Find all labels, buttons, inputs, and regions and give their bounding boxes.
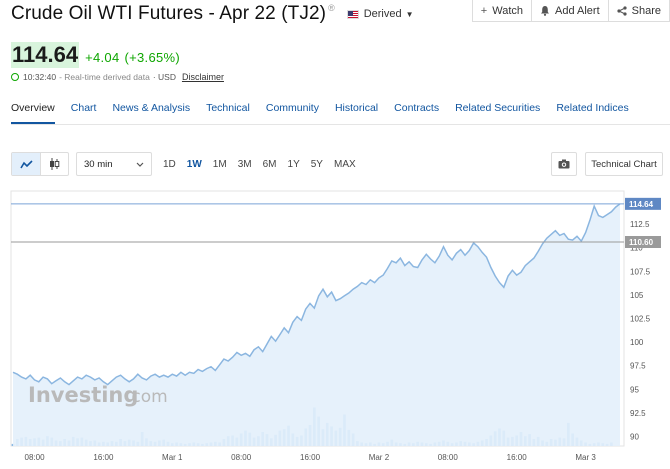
y-tick-label: 105 xyxy=(630,291,644,300)
price-change-percent: (+3.65%) xyxy=(124,50,180,65)
tab-related-indices[interactable]: Related Indices xyxy=(556,102,629,114)
chart-toolbar: 30 min 1D 1W 1M 3M 6M 1Y 5Y MAX Technica… xyxy=(11,152,670,176)
x-tick-label: Mar 3 xyxy=(575,453,596,462)
add-alert-label: Add Alert xyxy=(555,4,600,17)
x-tick-label: 08:00 xyxy=(231,453,252,462)
range-1d[interactable]: 1D xyxy=(163,158,176,170)
y-tick-label: 95 xyxy=(630,385,639,394)
active-tab-indicator xyxy=(11,122,55,124)
range-selector: 1D 1W 1M 3M 6M 1Y 5Y MAX xyxy=(163,159,367,170)
add-alert-button[interactable]: Add Alert xyxy=(532,0,609,22)
price-line xyxy=(12,203,621,386)
x-tick-label: 08:00 xyxy=(25,453,46,462)
y-tick-label: 107.5 xyxy=(630,267,651,276)
price-area xyxy=(13,203,620,446)
plus-icon: + xyxy=(480,4,488,17)
watermark-text: Investing xyxy=(28,383,138,407)
page-title: Crude Oil WTI Futures - Apr 22 (TJ2) xyxy=(11,3,327,24)
y-tick-label: 100 xyxy=(630,338,644,347)
chevron-down-icon xyxy=(136,162,144,167)
x-axis: 08:00 16:00 Mar 1 08:00 16:00 Mar 2 08:00 16:00… xyxy=(25,453,597,462)
range-3m[interactable]: 3M xyxy=(237,158,252,170)
top-actions: + Watch Add Alert Share xyxy=(471,0,670,22)
x-tick-label: 16:00 xyxy=(300,453,321,462)
x-tick-label: 16:00 xyxy=(507,453,528,462)
tab-historical[interactable]: Historical xyxy=(334,102,379,114)
tab-community[interactable]: Community xyxy=(265,102,319,114)
clock-icon xyxy=(11,73,19,81)
watch-label: Watch xyxy=(492,4,523,17)
watch-button[interactable]: + Watch xyxy=(471,0,532,22)
candlestick-chart-button[interactable] xyxy=(40,153,68,175)
watermark-suffix: .com xyxy=(126,387,168,407)
y-tick-label: 102.5 xyxy=(630,315,651,324)
range-1m[interactable]: 1M xyxy=(212,158,227,170)
share-label: Share xyxy=(631,4,661,17)
price-chart[interactable]: Investing .com 112.5 110 107.5 105 102.5 100 9… xyxy=(0,184,670,469)
investing-watermark: Investing .com xyxy=(28,383,168,407)
y-tick-label: 97.5 xyxy=(630,362,646,371)
tab-chart[interactable]: Chart xyxy=(70,102,97,114)
tab-overview[interactable]: Overview xyxy=(11,102,55,114)
title-row: Crude Oil WTI Futures - Apr 22 (TJ2) ® D… xyxy=(11,0,414,28)
range-5y[interactable]: 5Y xyxy=(310,158,323,170)
bell-icon xyxy=(541,6,549,16)
tab-related-securities[interactable]: Related Securities xyxy=(455,102,541,114)
camera-icon xyxy=(558,159,570,169)
data-source-select[interactable]: Derived xyxy=(363,8,402,20)
interval-select[interactable]: 30 min xyxy=(76,152,152,176)
share-icon xyxy=(617,5,627,16)
range-max[interactable]: MAX xyxy=(333,158,356,170)
tab-technical[interactable]: Technical xyxy=(206,102,250,114)
screenshot-button[interactable] xyxy=(551,152,577,176)
us-flag-icon xyxy=(346,9,359,19)
x-tick-label: Mar 1 xyxy=(162,453,183,462)
interval-value: 30 min xyxy=(84,158,113,170)
chart-type-toggle xyxy=(11,152,69,176)
disclaimer-link[interactable]: Disclaimer xyxy=(181,72,224,82)
registered-mark-icon: ® xyxy=(328,3,335,13)
x-tick-label: 16:00 xyxy=(93,453,114,462)
currency: · USD xyxy=(152,72,176,82)
candlestick-icon xyxy=(50,158,60,170)
line-chart-icon xyxy=(19,159,33,168)
last-price: 114.64 xyxy=(11,42,80,68)
tabs-divider xyxy=(11,124,670,125)
chevron-down-icon[interactable]: ▼ xyxy=(405,9,414,19)
y-tick-label: 112.5 xyxy=(630,220,650,229)
last-price-tag xyxy=(625,197,661,210)
previous-close-tag xyxy=(625,236,661,248)
price-change: +4.04 xyxy=(85,50,120,65)
y-tick-label: 90 xyxy=(630,433,639,442)
line-chart-button[interactable] xyxy=(12,153,40,175)
x-tick-label: Mar 2 xyxy=(369,453,390,462)
data-note: - Real-time derived data xyxy=(59,72,150,82)
quote-meta: 10:32:40 - Real-time derived data · USD … xyxy=(11,72,224,82)
y-tick-label: 92.5 xyxy=(630,409,646,418)
price-row: 114.64 +4.04 (+3.65%) xyxy=(11,42,180,68)
range-1y[interactable]: 1Y xyxy=(287,158,300,170)
y-axis: 112.5 110 107.5 105 102.5 100 97.5 95 92.5 90 xyxy=(630,220,651,441)
range-6m[interactable]: 6M xyxy=(262,158,277,170)
y-tick-label: 110 xyxy=(630,244,643,253)
previous-close-tag-label: 110.60 xyxy=(629,238,654,247)
x-tick-label: 08:00 xyxy=(438,453,459,462)
last-price-tag-label: 114.64 xyxy=(629,200,654,209)
section-tabs: Overview Chart News & Analysis Technical… xyxy=(11,102,645,114)
tab-contracts[interactable]: Contracts xyxy=(394,102,440,114)
share-button[interactable]: Share xyxy=(608,0,670,22)
technical-chart-button[interactable]: Technical Chart xyxy=(585,152,663,176)
quote-time: 10:32:40 xyxy=(23,72,57,82)
tab-news-analysis[interactable]: News & Analysis xyxy=(112,102,191,114)
range-1w[interactable]: 1W xyxy=(186,158,202,170)
